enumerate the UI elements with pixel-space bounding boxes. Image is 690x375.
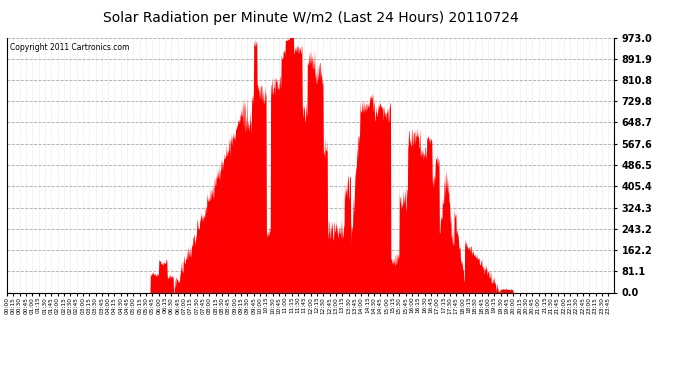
Text: Copyright 2011 Cartronics.com: Copyright 2011 Cartronics.com <box>10 43 129 52</box>
Text: Solar Radiation per Minute W/m2 (Last 24 Hours) 20110724: Solar Radiation per Minute W/m2 (Last 24… <box>103 11 518 25</box>
